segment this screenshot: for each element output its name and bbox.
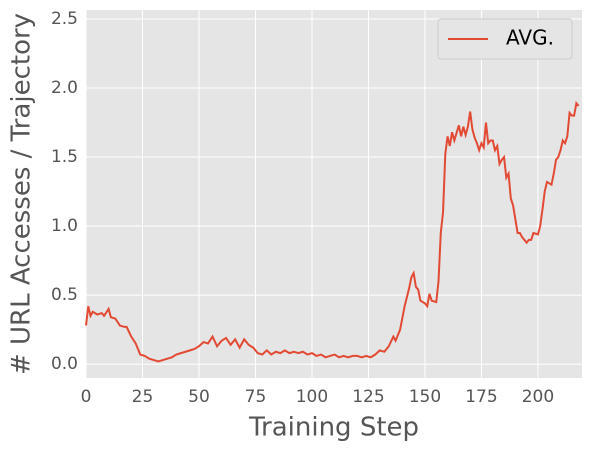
- x-tick-label: 200: [522, 387, 554, 407]
- y-tick-label: 1.0: [51, 216, 78, 236]
- x-tick-label: 25: [132, 387, 154, 407]
- y-tick-label: 2.0: [51, 78, 78, 98]
- data-line: [85, 100, 580, 363]
- plot-area: [86, 10, 582, 378]
- y-tick-label: 1.5: [51, 147, 78, 167]
- legend-box: [437, 18, 573, 60]
- y-tick-label: 0.5: [51, 285, 78, 305]
- x-tick-label: 50: [188, 387, 210, 407]
- y-tick-label: 0.0: [51, 354, 78, 374]
- x-tick-label: 175: [465, 387, 497, 407]
- x-tick-label: 100: [296, 387, 328, 407]
- x-tick-label: 0: [81, 387, 92, 407]
- y-axis-label: # URL Accesses / Trajectory: [7, 13, 37, 375]
- x-tick-label: 75: [245, 387, 267, 407]
- x-tick-label: 150: [409, 387, 441, 407]
- x-axis-label: Training Step: [248, 413, 419, 443]
- legend-label: AVG.: [506, 26, 554, 50]
- x-tick-label: 125: [352, 387, 384, 407]
- y-tick-label: 2.5: [51, 9, 78, 29]
